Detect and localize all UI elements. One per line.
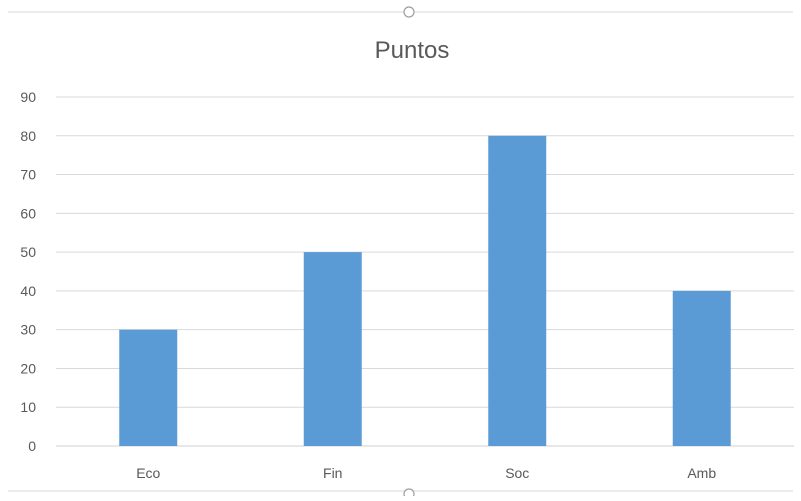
x-axis-category-labels: Eco Fin Soc Amb — [136, 465, 716, 481]
bars — [119, 135, 731, 446]
y-tick-label-30: 30 — [20, 322, 36, 338]
x-category-label-soc: Soc — [505, 465, 529, 481]
grid-lines — [56, 96, 794, 447]
x-category-label-amb: Amb — [687, 465, 716, 481]
y-tick-label-40: 40 — [20, 283, 36, 299]
y-tick-label-60: 60 — [20, 205, 36, 221]
bar-amb[interactable] — [672, 290, 731, 446]
y-tick-label-20: 20 — [20, 360, 36, 376]
bar-fin[interactable] — [303, 252, 362, 446]
y-axis-tick-labels: 0 10 20 30 40 50 60 70 80 90 — [20, 89, 36, 454]
bar-eco[interactable] — [119, 329, 178, 446]
y-tick-label-0: 0 — [28, 438, 36, 454]
y-tick-label-80: 80 — [20, 128, 36, 144]
resize-handle-top[interactable] — [403, 6, 415, 18]
x-category-label-fin: Fin — [323, 465, 342, 481]
y-tick-label-50: 50 — [20, 244, 36, 260]
y-tick-label-10: 10 — [20, 399, 36, 415]
x-category-label-eco: Eco — [136, 465, 160, 481]
chart-title: Puntos — [375, 37, 450, 64]
bar-soc[interactable] — [488, 135, 547, 446]
y-tick-label-90: 90 — [20, 89, 36, 105]
y-tick-label-70: 70 — [20, 167, 36, 183]
resize-handle-bottom[interactable] — [403, 488, 415, 500]
